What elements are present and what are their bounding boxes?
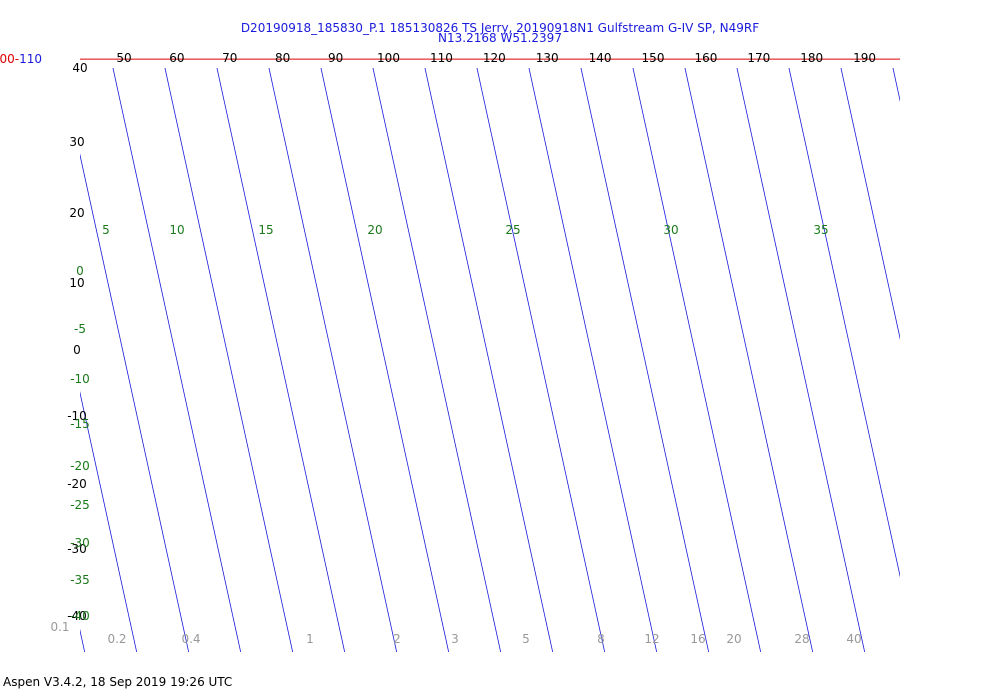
isotherm-line bbox=[528, 68, 658, 652]
mixing-ratio-label: 28 bbox=[794, 632, 809, 646]
theta-e-label: 15 bbox=[258, 223, 273, 237]
left-green-label: -5 bbox=[74, 322, 86, 336]
theta-e-label: 25 bbox=[505, 223, 520, 237]
left-green-label: -35 bbox=[70, 573, 90, 587]
top-temp-label: 80 bbox=[275, 51, 290, 65]
top-temp-label: 120 bbox=[483, 51, 506, 65]
isotherm-line bbox=[632, 68, 762, 652]
isotherm-line bbox=[424, 68, 554, 652]
mixing-ratio-label: 5 bbox=[522, 632, 530, 646]
top-temp-label: 160 bbox=[694, 51, 717, 65]
isotherm-line bbox=[80, 153, 190, 652]
theta-e-label: 35 bbox=[813, 223, 828, 237]
isotherm-line bbox=[320, 68, 450, 652]
isotherm-line bbox=[0, 68, 33, 652]
theta-e-label: 20 bbox=[367, 223, 382, 237]
mixing-ratio-label: 12 bbox=[644, 632, 659, 646]
left-green-label: -20 bbox=[70, 459, 90, 473]
top-temp-label: 70 bbox=[222, 51, 237, 65]
mixing-ratio-label: 20 bbox=[726, 632, 741, 646]
mixing-ratio-label: 0.4 bbox=[181, 632, 200, 646]
isotherm-line bbox=[945, 68, 1000, 652]
mixing-ratio-label: 3 bbox=[451, 632, 459, 646]
theta-e-label: 10 bbox=[169, 223, 184, 237]
left-green-label: -15 bbox=[70, 417, 90, 431]
top-temp-label: 50 bbox=[116, 51, 131, 65]
plot-area bbox=[0, 68, 1000, 652]
left-axis-label: 10 bbox=[69, 276, 84, 290]
left-green-label: -30 bbox=[70, 536, 90, 550]
left-green-label: 0 bbox=[76, 264, 84, 278]
chart-title-line1: D20190918_185830_P.1 185130826 TS Jerry,… bbox=[240, 21, 760, 35]
top-temp-label: 170 bbox=[747, 51, 770, 65]
theta-e-label: 30 bbox=[663, 223, 678, 237]
isotherm-line bbox=[80, 391, 138, 652]
chart-title-line2: N13.2168 W51.2397 bbox=[438, 31, 562, 45]
isotherm-line bbox=[372, 68, 502, 652]
isotherm-line bbox=[788, 68, 900, 578]
top-temp-label: 100 bbox=[377, 51, 400, 65]
isotherm-line bbox=[112, 68, 242, 652]
top-temp-label: 90 bbox=[328, 51, 343, 65]
isotherm-line bbox=[268, 68, 398, 652]
left-axis-label: 20 bbox=[69, 206, 84, 220]
isotherm-line bbox=[840, 68, 900, 340]
mixing-ratio-label: 0.2 bbox=[107, 632, 126, 646]
isotherm-line bbox=[736, 68, 866, 652]
left-axis-label: -10 bbox=[67, 409, 87, 423]
left-axis-label: 40 bbox=[72, 61, 87, 75]
top-temp-label: 130 bbox=[536, 51, 559, 65]
top-temp-label: 60 bbox=[169, 51, 184, 65]
isotherm-line bbox=[476, 68, 606, 652]
mixing-ratio-label: 16 bbox=[690, 632, 705, 646]
isotherm-line bbox=[164, 68, 294, 652]
isotherm-line bbox=[580, 68, 710, 652]
left-axis-label: 30 bbox=[69, 135, 84, 149]
software-footer: Aspen V3.4.2, 18 Sep 2019 19:26 UTC bbox=[3, 675, 233, 689]
top-temp-label: 150 bbox=[642, 51, 665, 65]
mixing-ratio-label: 2 bbox=[393, 632, 401, 646]
left-green-label: -40 bbox=[70, 609, 90, 623]
mixing-ratio-label: 8 bbox=[597, 632, 605, 646]
left-axis-label: -30 bbox=[67, 542, 87, 556]
mixing-ratio-label: 40 bbox=[846, 632, 861, 646]
left-axis-label: 0 bbox=[73, 343, 81, 357]
left-green-label: -25 bbox=[70, 498, 90, 512]
isotherm-line bbox=[216, 68, 346, 652]
top-temp-label: 190 bbox=[853, 51, 876, 65]
left-axis-label: -40 bbox=[67, 609, 87, 623]
isotherm-line bbox=[684, 68, 814, 652]
mixing-ratio-label: 1 bbox=[306, 632, 314, 646]
top-temp-label: 140 bbox=[589, 51, 612, 65]
left-axis-label: -20 bbox=[67, 477, 87, 491]
left-green-label: -10 bbox=[70, 372, 90, 386]
isotherm-line bbox=[892, 68, 900, 103]
mixing-ratio-label: 0.1 bbox=[50, 620, 69, 634]
top-temp-label: 180 bbox=[800, 51, 823, 65]
pressure-label: 100-110 bbox=[0, 52, 42, 66]
isotherm-line bbox=[80, 628, 86, 652]
top-temp-label: 110 bbox=[430, 51, 453, 65]
theta-e-label: 5 bbox=[102, 223, 110, 237]
